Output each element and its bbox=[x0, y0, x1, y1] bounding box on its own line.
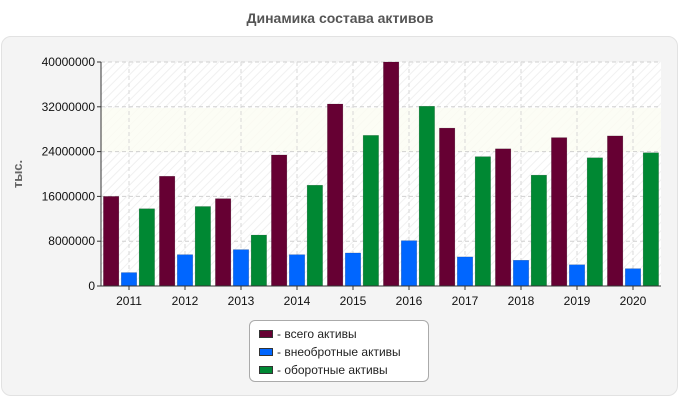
bar-total-2012 bbox=[159, 175, 176, 287]
bar-total-2020 bbox=[607, 135, 624, 287]
y-tick-label: 24000000 bbox=[42, 145, 96, 159]
legend-item-total: - всего активы bbox=[259, 325, 428, 343]
bar-total-2018 bbox=[495, 148, 512, 287]
y-tick-label: 40000000 bbox=[42, 55, 96, 69]
y-tick-label: 16000000 bbox=[42, 189, 96, 203]
legend-label-current: - оборотные активы bbox=[277, 363, 388, 377]
plot-band bbox=[101, 108, 661, 152]
y-axis-label: тыс. bbox=[10, 160, 25, 188]
chart-title: Динамика состава активов bbox=[246, 10, 434, 26]
bar-total-2016 bbox=[383, 61, 400, 287]
bar-noncurrent-2012 bbox=[177, 254, 193, 287]
bar-current-2015 bbox=[362, 135, 379, 287]
legend-swatch-current bbox=[259, 366, 273, 374]
legend-item-noncurrent: - внеобротные активы bbox=[259, 343, 428, 361]
bar-total-2013 bbox=[215, 198, 232, 287]
x-tick-label: 2019 bbox=[564, 294, 591, 308]
legend-label-noncurrent: - внеобротные активы bbox=[277, 345, 401, 359]
bar-current-2016 bbox=[418, 105, 435, 287]
bar-noncurrent-2011 bbox=[121, 272, 137, 287]
x-tick-label: 2012 bbox=[172, 294, 199, 308]
legend-swatch-total bbox=[259, 330, 273, 338]
bar-total-2019 bbox=[551, 137, 568, 287]
bar-noncurrent-2020 bbox=[625, 268, 641, 287]
legend-label-total: - всего активы bbox=[277, 327, 357, 341]
bar-total-2014 bbox=[271, 154, 288, 287]
x-tick-label: 2013 bbox=[228, 294, 255, 308]
bar-current-2019 bbox=[586, 157, 603, 287]
y-tick-label: 32000000 bbox=[42, 100, 96, 114]
x-tick-label: 2017 bbox=[452, 294, 479, 308]
bar-current-2014 bbox=[306, 184, 323, 287]
bar-current-2018 bbox=[530, 174, 547, 287]
bar-noncurrent-2018 bbox=[513, 259, 529, 287]
bar-current-2017 bbox=[474, 156, 491, 287]
bar-total-2017 bbox=[439, 127, 456, 287]
bar-current-2013 bbox=[250, 234, 267, 287]
bar-noncurrent-2015 bbox=[345, 252, 361, 287]
x-tick-label: 2015 bbox=[340, 294, 367, 308]
bar-current-2020 bbox=[642, 152, 659, 287]
bar-noncurrent-2017 bbox=[457, 256, 473, 287]
bar-total-2015 bbox=[327, 103, 344, 287]
x-tick-label: 2011 bbox=[116, 294, 142, 308]
plot-area bbox=[101, 62, 661, 286]
legend-item-current: - оборотные активы bbox=[259, 361, 428, 379]
y-tick-label: 0 bbox=[88, 279, 95, 293]
x-tick-label: 2016 bbox=[396, 294, 423, 308]
bar-noncurrent-2019 bbox=[569, 264, 585, 287]
x-tick-label: 2020 bbox=[620, 294, 647, 308]
legend-swatch-noncurrent bbox=[259, 348, 273, 356]
bar-current-2011 bbox=[138, 208, 155, 287]
bar-noncurrent-2013 bbox=[233, 249, 249, 287]
x-tick-label: 2018 bbox=[508, 294, 535, 308]
x-tick-label: 2014 bbox=[284, 294, 311, 308]
bar-noncurrent-2014 bbox=[289, 254, 305, 287]
bar-total-2011 bbox=[103, 196, 120, 287]
bar-noncurrent-2016 bbox=[401, 240, 417, 287]
bar-current-2012 bbox=[194, 206, 211, 287]
chart-legend: - всего активы - внеобротные активы - об… bbox=[249, 320, 429, 382]
y-tick-label: 8000000 bbox=[48, 234, 95, 248]
